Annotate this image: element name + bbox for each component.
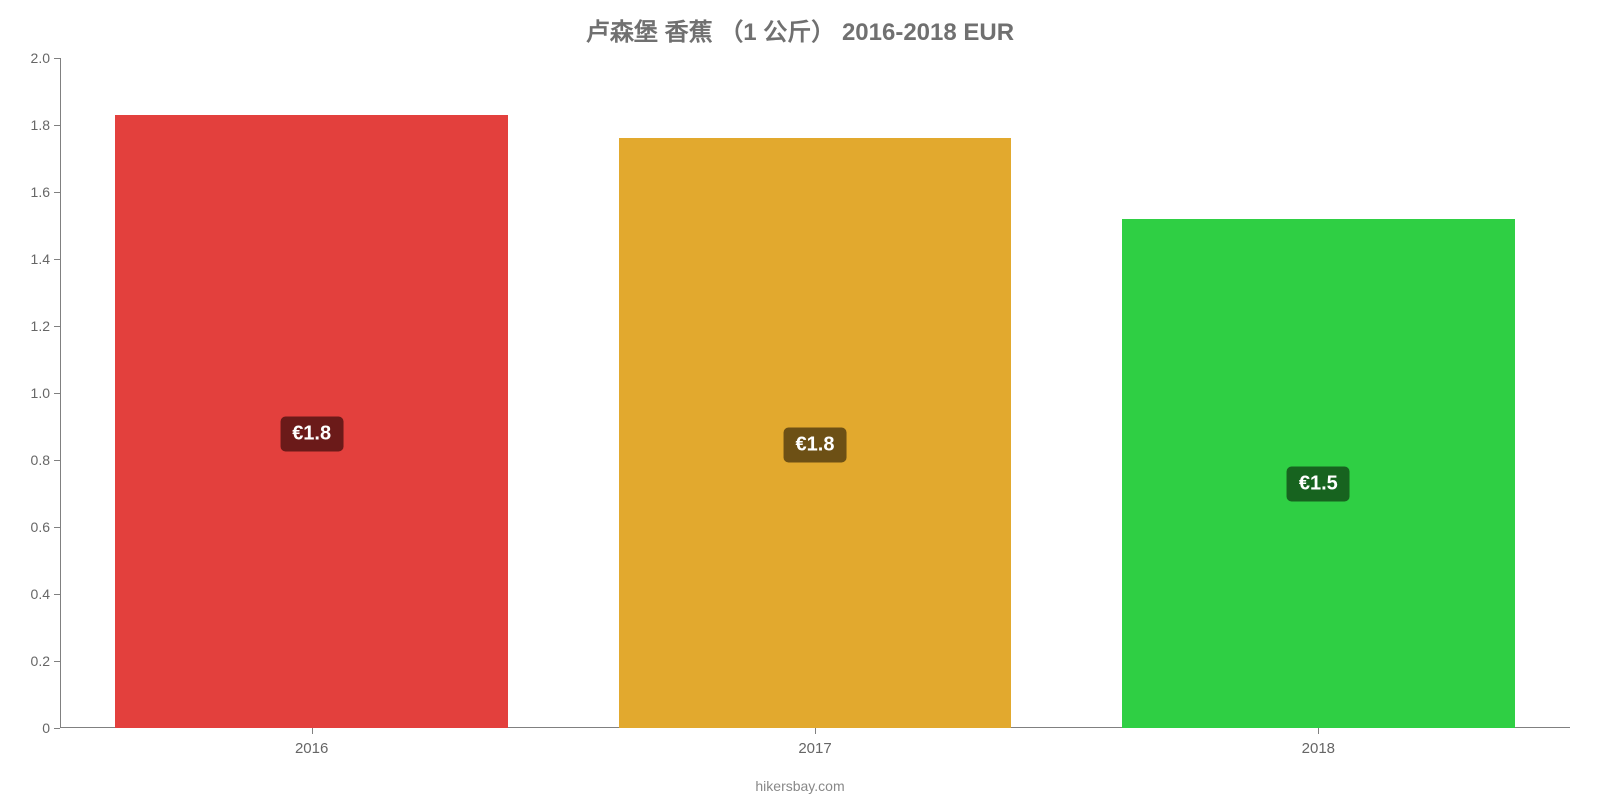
chart-title: 卢森堡 香蕉 （1 公斤） 2016-2018 EUR xyxy=(0,12,1600,47)
bar-value-badge: €1.8 xyxy=(784,427,847,462)
y-tick-label: 1.2 xyxy=(31,318,60,334)
y-tick-label: 0.4 xyxy=(31,586,60,602)
y-tick-label: 1.0 xyxy=(31,385,60,401)
chart-container: 卢森堡 香蕉 （1 公斤） 2016-2018 EUR 00.20.40.60.… xyxy=(0,0,1600,800)
y-tick-label: 0.2 xyxy=(31,653,60,669)
x-tick-label: 2018 xyxy=(1302,728,1335,757)
y-tick-label: 1.4 xyxy=(31,251,60,267)
source-label: hikersbay.com xyxy=(0,778,1600,794)
y-tick-label: 1.8 xyxy=(31,117,60,133)
x-tick-label: 2016 xyxy=(295,728,328,757)
y-tick-label: 0.8 xyxy=(31,452,60,468)
bar-value-badge: €1.8 xyxy=(280,416,343,451)
y-tick-label: 1.6 xyxy=(31,184,60,200)
y-tick-label: 0 xyxy=(42,720,60,736)
y-tick-label: 0.6 xyxy=(31,519,60,535)
plot-area: 00.20.40.60.81.01.21.41.61.82.0€1.82016€… xyxy=(60,58,1570,728)
x-tick-label: 2017 xyxy=(798,728,831,757)
y-axis xyxy=(60,58,61,728)
bar-value-badge: €1.5 xyxy=(1287,466,1350,501)
y-tick-label: 2.0 xyxy=(31,50,60,66)
